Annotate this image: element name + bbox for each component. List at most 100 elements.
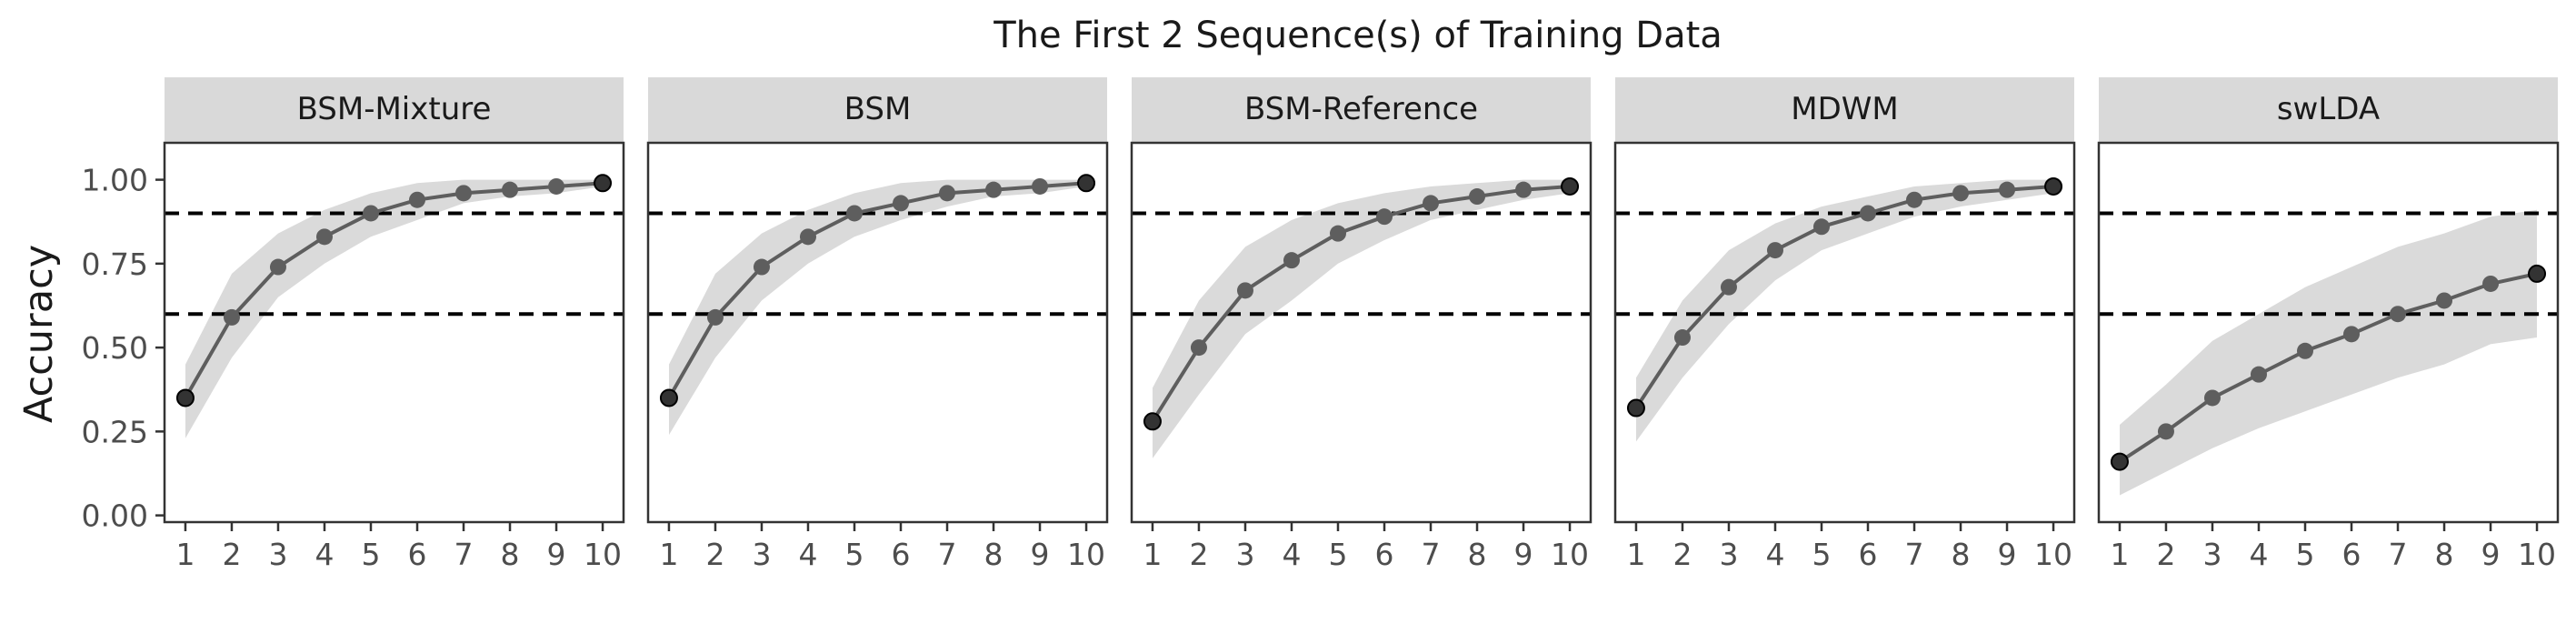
data-point — [2436, 292, 2453, 309]
panel-border — [1130, 141, 1593, 524]
data-point — [223, 308, 240, 326]
x-tick-label: 2 — [2156, 537, 2175, 572]
y-tick-label: 0.75 — [82, 247, 148, 282]
data-point — [1469, 188, 1486, 206]
series-line — [1151, 185, 1571, 423]
confidence-band — [185, 179, 603, 438]
x-tick-label: 4 — [798, 537, 817, 572]
data-point — [269, 258, 286, 276]
x-tick-label: 9 — [1514, 537, 1533, 572]
data-point — [845, 205, 863, 222]
chart-title: The First 2 Sequence(s) of Training Data — [993, 15, 1722, 56]
series-line — [667, 181, 1087, 399]
facet-label: swLDA — [2277, 91, 2380, 127]
x-tick-label: 1 — [175, 537, 195, 572]
facet-label: BSM-Reference — [1244, 91, 1478, 127]
x-tick-label: 10 — [1551, 537, 1589, 572]
confidence-band — [1636, 179, 2053, 442]
x-tick-label: 4 — [315, 537, 334, 572]
data-point — [1906, 191, 1923, 208]
x-tick-label: 1 — [1143, 537, 1162, 572]
data-point — [594, 174, 613, 193]
data-point — [1329, 225, 1346, 242]
x-tick-label: 10 — [584, 537, 622, 572]
data-point — [502, 181, 519, 198]
data-point — [2528, 264, 2547, 283]
x-tick-label: 5 — [1812, 537, 1831, 572]
data-point — [706, 308, 724, 326]
data-point — [1143, 412, 1162, 431]
data-point — [1376, 208, 1393, 226]
facet-panel-3: MDWM 1 2 3 4 5 6 7 8 9 10 — [1613, 77, 2076, 572]
facet-panel-0: BSM-Mixture 1 2 3 4 5 6 7 8 9 10 0.00 0.25 0.50 0.75 1.… — [82, 77, 625, 572]
data-point — [2343, 326, 2361, 343]
data-point — [2044, 176, 2063, 196]
x-tick-label: 6 — [408, 537, 427, 572]
x-tick-label: 7 — [1905, 537, 1924, 572]
x-tick-label: 6 — [1859, 537, 1878, 572]
data-point — [455, 185, 473, 202]
x-tick-label: 6 — [1375, 537, 1394, 572]
data-point — [362, 205, 379, 222]
panel-border — [163, 141, 625, 524]
data-point — [2296, 342, 2313, 359]
x-tick-label: 7 — [2389, 537, 2408, 572]
data-point — [548, 177, 565, 195]
x-tick-label: 4 — [1282, 537, 1301, 572]
data-point — [1812, 218, 1830, 236]
x-tick-label: 9 — [1031, 537, 1050, 572]
facet-panel-4: swLDA 1 2 3 4 5 6 7 8 9 10 — [2097, 77, 2560, 572]
x-tick-label: 2 — [1189, 537, 1208, 572]
confidence-band — [1153, 179, 1570, 458]
y-tick-label: 0.00 — [82, 498, 148, 534]
facet-strip — [648, 77, 1107, 143]
panel-border — [646, 141, 1109, 524]
x-tick-label: 9 — [2481, 537, 2501, 572]
facet-panel-1: BSM 1 2 3 4 5 6 7 8 9 10 — [646, 77, 1109, 572]
facet-strip — [1615, 77, 2074, 143]
x-tick-label: 5 — [1328, 537, 1347, 572]
x-tick-label: 8 — [1952, 537, 1971, 572]
x-tick-label: 8 — [501, 537, 520, 572]
facet-strip — [1132, 77, 1591, 143]
data-point — [1720, 278, 1737, 296]
x-tick-label: 8 — [2435, 537, 2454, 572]
x-tick-label: 6 — [892, 537, 911, 572]
data-point — [799, 228, 816, 246]
x-tick-label: 1 — [1626, 537, 1645, 572]
data-point — [1190, 339, 1207, 357]
facet-strip — [2099, 77, 2558, 143]
data-point — [893, 195, 910, 212]
x-tick-label: 10 — [2034, 537, 2072, 572]
data-point — [1860, 205, 1877, 222]
data-point — [2110, 452, 2129, 471]
y-tick-label: 0.50 — [82, 330, 148, 366]
facet-label: BSM — [844, 91, 912, 127]
data-point — [2157, 423, 2174, 440]
series-line — [1634, 185, 2054, 409]
data-point — [1283, 252, 1300, 269]
x-tick-label: 5 — [844, 537, 864, 572]
data-point — [1626, 398, 1645, 418]
x-tick-label: 5 — [361, 537, 380, 572]
series-line — [2118, 271, 2538, 464]
panel-border — [1613, 141, 2076, 524]
data-point — [2203, 389, 2221, 407]
data-point — [753, 258, 770, 276]
data-point — [1032, 177, 1049, 195]
facet-panel-2: BSM-Reference 1 2 3 4 5 6 7 8 9 10 — [1130, 77, 1593, 572]
x-tick-label: 2 — [705, 537, 724, 572]
data-point — [1515, 181, 1533, 198]
x-tick-label: 8 — [1468, 537, 1487, 572]
x-tick-label: 7 — [938, 537, 957, 572]
data-point — [1999, 181, 2016, 198]
panel-border — [2097, 141, 2560, 524]
x-tick-label: 7 — [1422, 537, 1441, 572]
x-tick-label: 6 — [2342, 537, 2361, 572]
x-tick-label: 10 — [1067, 537, 1105, 572]
series-line — [184, 181, 604, 399]
facet-label: BSM-Mixture — [297, 91, 492, 127]
data-point — [1673, 329, 1691, 347]
y-tick-label: 0.25 — [82, 414, 148, 449]
